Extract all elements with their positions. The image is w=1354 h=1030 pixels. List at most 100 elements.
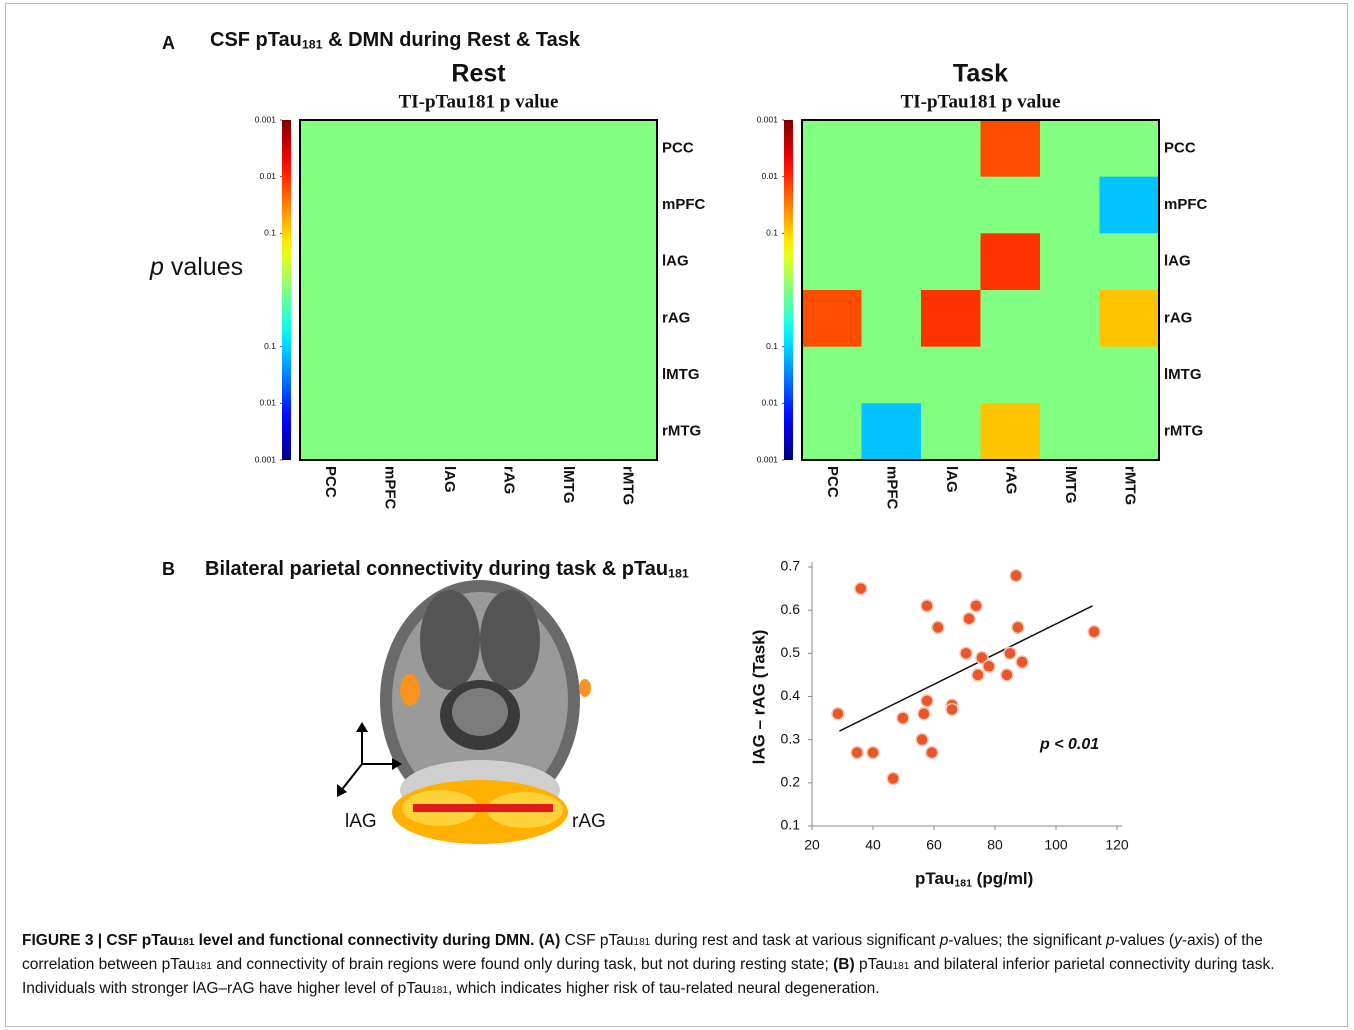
heatmap-cell bbox=[1100, 347, 1160, 404]
colorbar-tick-label: 0.1 bbox=[264, 228, 276, 238]
brain-label: lAG bbox=[345, 811, 377, 832]
column-label: rAG bbox=[500, 466, 517, 494]
heatmap-cell bbox=[1040, 403, 1100, 460]
column-label: rMTG bbox=[1121, 466, 1138, 505]
heatmap-cell bbox=[419, 403, 479, 460]
scatter-point bbox=[921, 600, 933, 612]
heatmap-cell bbox=[300, 120, 360, 177]
scatter-point bbox=[1010, 570, 1022, 582]
heatmap-cell bbox=[479, 403, 539, 460]
heatmap-cell bbox=[921, 120, 981, 177]
y-axis-label: lAG – rAG (Task) bbox=[749, 630, 768, 765]
colorbar-tick-label: 0.01 bbox=[761, 171, 778, 181]
heatmap-cell bbox=[921, 177, 981, 234]
heatmap-cell bbox=[981, 347, 1041, 404]
text-part: 181 bbox=[302, 38, 323, 52]
x-tick-label: 20 bbox=[804, 837, 820, 853]
row-label: rAG bbox=[1164, 309, 1192, 326]
heatmap-cell bbox=[598, 347, 658, 404]
heatmap-cell bbox=[862, 177, 922, 234]
y-tick-label: 0.5 bbox=[781, 644, 801, 660]
heatmap-cell bbox=[479, 177, 539, 234]
panel-title: Bilateral parietal connectivity during t… bbox=[205, 558, 689, 580]
heatmap-cell bbox=[1100, 403, 1160, 460]
y-tick-label: 0.4 bbox=[781, 687, 801, 703]
caption-text: FIGURE 3 | CSF pTau bbox=[22, 932, 178, 949]
scatter-point bbox=[897, 712, 909, 724]
heatmap-cell bbox=[1100, 177, 1160, 234]
column-label: rAG bbox=[1002, 466, 1019, 494]
heatmap-cell bbox=[981, 120, 1041, 177]
heatmap-cell bbox=[981, 233, 1041, 290]
y-tick-label: 0.6 bbox=[781, 601, 801, 617]
text-part: (pg/ml) bbox=[972, 869, 1033, 888]
figure: A CSF pTau181 & DMN during Rest & Task p… bbox=[0, 0, 1354, 1030]
caption-text: 181 bbox=[634, 937, 651, 948]
heatmap-cell bbox=[862, 403, 922, 460]
chart-subtitle: TI-pTau181 p value bbox=[399, 91, 559, 112]
colorbar-tick-label: 0.01 bbox=[761, 398, 778, 408]
heatmap-cell bbox=[862, 120, 922, 177]
x-tick-label: 100 bbox=[1044, 837, 1068, 853]
heatmap-cell bbox=[419, 120, 479, 177]
scatter-point bbox=[855, 583, 867, 595]
heatmap-cell bbox=[1040, 290, 1100, 347]
chart-title: Rest bbox=[451, 60, 506, 88]
column-label: PCC bbox=[322, 466, 339, 498]
colorbar-tick-label: 0.1 bbox=[766, 341, 778, 351]
heatmap-cell bbox=[300, 403, 360, 460]
heatmap-cell bbox=[1040, 347, 1100, 404]
row-label: lAG bbox=[1164, 253, 1191, 270]
scatter-point bbox=[832, 708, 844, 720]
heatmap-cell bbox=[538, 403, 598, 460]
heatmap-cell bbox=[538, 120, 598, 177]
row-label: rMTG bbox=[1164, 423, 1203, 440]
heatmap-cell bbox=[419, 177, 479, 234]
annotation: p < 0.01 bbox=[1039, 736, 1099, 753]
scatter-point bbox=[867, 747, 879, 759]
caption-text: during rest and task at various signific… bbox=[650, 932, 939, 949]
column-label: mPFC bbox=[883, 466, 900, 510]
colorbar-tick-label: 0.001 bbox=[757, 114, 779, 124]
heatmap-cell bbox=[598, 177, 658, 234]
heatmap-cell bbox=[300, 233, 360, 290]
caption-text: p bbox=[1106, 932, 1115, 949]
scatter-point bbox=[916, 734, 928, 746]
row-label: rAG bbox=[662, 309, 690, 326]
heatmap-cell bbox=[360, 347, 420, 404]
row-label: mPFC bbox=[662, 196, 706, 213]
row-label: mPFC bbox=[1164, 196, 1208, 213]
heatmap-cell bbox=[921, 290, 981, 347]
heatmap-cell bbox=[802, 120, 862, 177]
heatmap-cell bbox=[538, 233, 598, 290]
scatter-point bbox=[983, 660, 995, 672]
scatter-point bbox=[972, 669, 984, 681]
heatmap-cell bbox=[360, 177, 420, 234]
caption-text: and connectivity of brain regions were f… bbox=[212, 956, 833, 973]
column-label: rMTG bbox=[619, 466, 636, 505]
caption-text: 181 bbox=[431, 985, 448, 996]
scatter-point bbox=[960, 647, 972, 659]
heatmap-cell bbox=[360, 290, 420, 347]
scatter-point bbox=[887, 773, 899, 785]
heatmap-cell bbox=[360, 403, 420, 460]
colorbar bbox=[282, 120, 291, 460]
scatter-point bbox=[921, 695, 933, 707]
column-label: lMTG bbox=[1062, 466, 1079, 504]
heatmap-cell bbox=[802, 403, 862, 460]
heatmap-cell bbox=[802, 290, 862, 347]
heatmap-cell bbox=[300, 347, 360, 404]
colorbar-tick-label: 0.01 bbox=[259, 398, 276, 408]
scatter-point bbox=[1004, 647, 1016, 659]
row-label: lMTG bbox=[1164, 366, 1202, 383]
heatmap-cell bbox=[1100, 120, 1160, 177]
scatter-point bbox=[970, 600, 982, 612]
panel-letter: A bbox=[162, 33, 175, 53]
heatmap-cell bbox=[300, 290, 360, 347]
heatmap-cell bbox=[1100, 290, 1160, 347]
colorbar-tick-label: 0.1 bbox=[766, 228, 778, 238]
brain-label: rAG bbox=[572, 811, 606, 832]
text-part: values bbox=[164, 253, 243, 281]
chart-title: Task bbox=[953, 60, 1008, 88]
column-label: lAG bbox=[943, 466, 960, 493]
